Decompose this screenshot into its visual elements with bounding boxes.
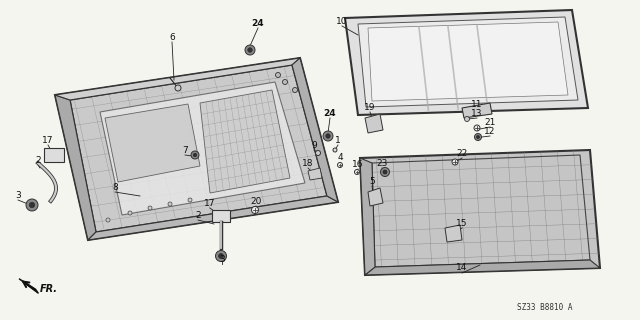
Polygon shape bbox=[360, 158, 375, 275]
Text: 11: 11 bbox=[471, 100, 483, 108]
Circle shape bbox=[148, 206, 152, 210]
Circle shape bbox=[275, 73, 280, 77]
Text: 22: 22 bbox=[456, 148, 468, 157]
Text: SZ33 B8810 A: SZ33 B8810 A bbox=[517, 303, 573, 313]
Polygon shape bbox=[345, 10, 588, 115]
Polygon shape bbox=[462, 103, 492, 118]
Polygon shape bbox=[100, 82, 305, 215]
Polygon shape bbox=[200, 90, 290, 193]
Bar bbox=[44, 148, 64, 162]
Text: 23: 23 bbox=[376, 158, 388, 167]
Circle shape bbox=[474, 133, 481, 140]
Text: 3: 3 bbox=[15, 190, 21, 199]
Circle shape bbox=[218, 253, 223, 259]
Circle shape bbox=[337, 163, 342, 167]
Text: 15: 15 bbox=[456, 219, 468, 228]
Circle shape bbox=[216, 251, 227, 261]
Circle shape bbox=[188, 198, 192, 202]
Text: 24: 24 bbox=[252, 19, 264, 28]
Polygon shape bbox=[368, 22, 568, 101]
Text: 19: 19 bbox=[364, 102, 376, 111]
Text: 12: 12 bbox=[484, 126, 496, 135]
Circle shape bbox=[474, 125, 480, 131]
Circle shape bbox=[191, 151, 199, 159]
Text: 1: 1 bbox=[335, 135, 341, 145]
Polygon shape bbox=[368, 188, 383, 206]
Text: 2: 2 bbox=[195, 211, 201, 220]
Circle shape bbox=[476, 135, 479, 139]
Polygon shape bbox=[445, 225, 462, 242]
Circle shape bbox=[29, 202, 35, 208]
Circle shape bbox=[248, 48, 252, 52]
Text: 8: 8 bbox=[112, 182, 118, 191]
Bar bbox=[212, 210, 230, 222]
Text: 17: 17 bbox=[42, 135, 54, 145]
Polygon shape bbox=[88, 196, 338, 240]
Polygon shape bbox=[365, 114, 383, 133]
Text: 17: 17 bbox=[204, 198, 216, 207]
Circle shape bbox=[193, 153, 197, 157]
Circle shape bbox=[383, 170, 387, 174]
Text: 13: 13 bbox=[471, 108, 483, 117]
Text: 16: 16 bbox=[352, 159, 364, 169]
Text: 10: 10 bbox=[336, 17, 348, 26]
Polygon shape bbox=[365, 260, 600, 275]
Polygon shape bbox=[292, 58, 338, 202]
Circle shape bbox=[326, 134, 330, 138]
Text: 3: 3 bbox=[219, 254, 225, 263]
Circle shape bbox=[316, 150, 321, 156]
Polygon shape bbox=[19, 279, 38, 293]
Text: 2: 2 bbox=[35, 156, 41, 164]
Polygon shape bbox=[105, 104, 200, 182]
Text: 5: 5 bbox=[369, 177, 375, 186]
Text: 24: 24 bbox=[324, 108, 336, 117]
Circle shape bbox=[292, 87, 298, 92]
Polygon shape bbox=[55, 95, 96, 240]
Circle shape bbox=[128, 211, 132, 215]
Circle shape bbox=[381, 167, 390, 177]
Circle shape bbox=[355, 170, 360, 174]
Polygon shape bbox=[55, 58, 338, 240]
Text: FR.: FR. bbox=[40, 284, 58, 294]
Circle shape bbox=[175, 85, 181, 91]
Circle shape bbox=[282, 79, 287, 84]
Circle shape bbox=[26, 199, 38, 211]
Polygon shape bbox=[358, 17, 578, 107]
Circle shape bbox=[168, 202, 172, 206]
Text: 7: 7 bbox=[182, 146, 188, 155]
Text: 21: 21 bbox=[484, 117, 496, 126]
Circle shape bbox=[323, 131, 333, 141]
Circle shape bbox=[465, 116, 470, 122]
Circle shape bbox=[333, 148, 337, 152]
Text: 14: 14 bbox=[456, 263, 468, 273]
Polygon shape bbox=[360, 150, 600, 275]
Text: 9: 9 bbox=[311, 140, 317, 149]
Polygon shape bbox=[308, 168, 322, 180]
Text: 4: 4 bbox=[337, 153, 343, 162]
Text: 6: 6 bbox=[169, 33, 175, 42]
Circle shape bbox=[452, 159, 458, 165]
Polygon shape bbox=[55, 58, 300, 100]
Circle shape bbox=[252, 206, 259, 213]
Text: 18: 18 bbox=[302, 158, 314, 167]
Text: 20: 20 bbox=[250, 196, 262, 205]
Circle shape bbox=[245, 45, 255, 55]
Circle shape bbox=[106, 218, 110, 222]
